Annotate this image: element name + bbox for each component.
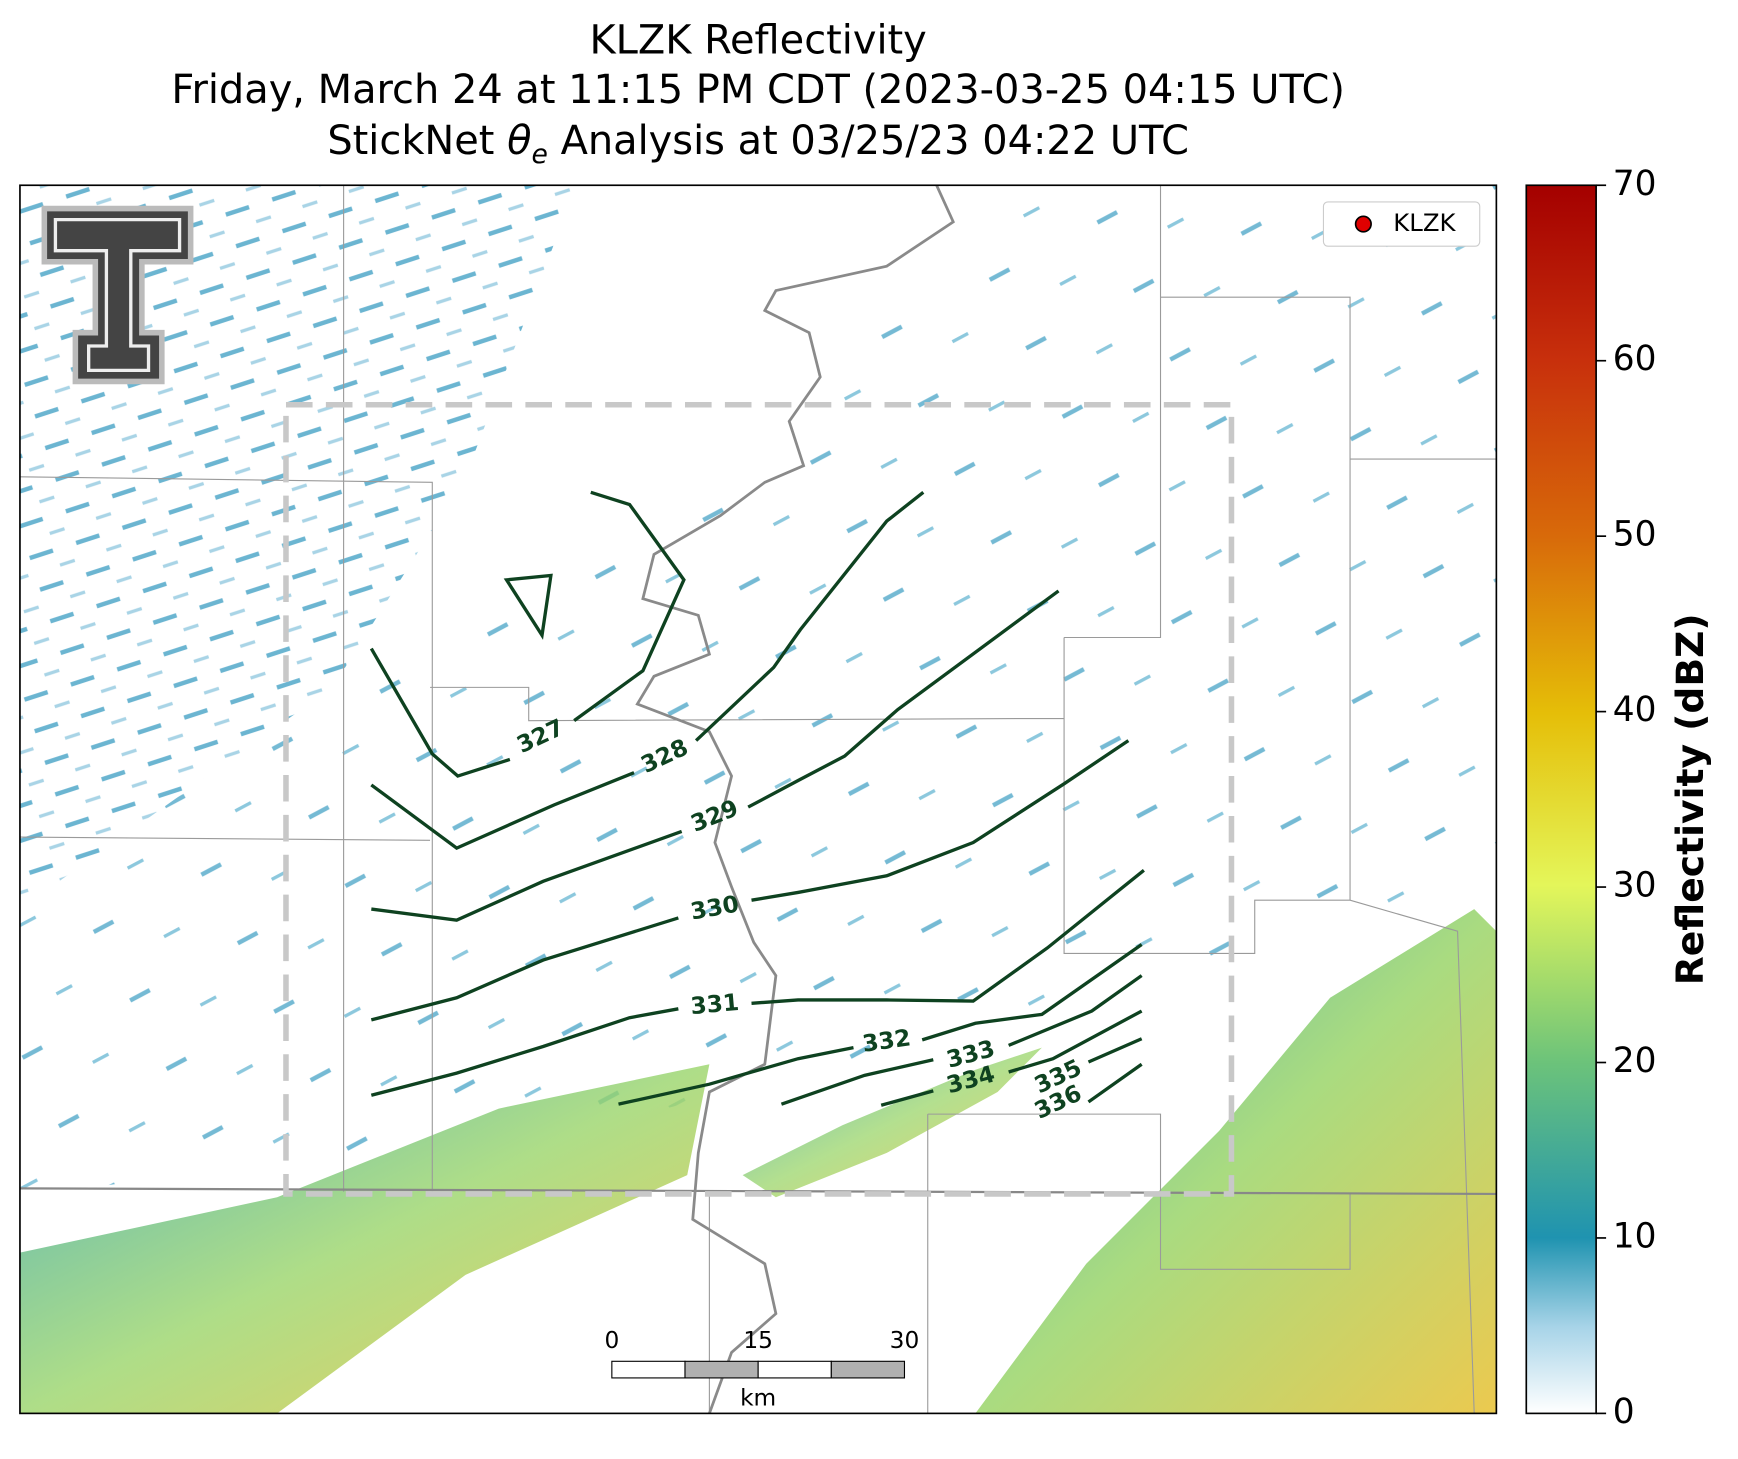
legend: KLZK — [1322, 201, 1481, 247]
colorbar-tick-label: 10 — [1613, 1216, 1657, 1256]
theta-subscript: e — [532, 139, 548, 170]
title-line: StickNet θe Analysis at 03/25/23 04:22 U… — [327, 118, 1189, 170]
radar-echo — [975, 909, 1497, 1414]
theta-symbol: θ — [507, 118, 531, 164]
scale-tick-label: 0 — [604, 1327, 619, 1354]
contour-label: 332 — [861, 1024, 913, 1057]
colorbar-label: Reflectivity (dBZ) — [1668, 613, 1712, 985]
map-frame — [19, 184, 1498, 1415]
titles: KLZK Reflectivity Friday, March 24 at 11… — [171, 17, 1345, 170]
radar-echo — [19, 1064, 710, 1414]
title-line: KLZK Reflectivity — [590, 17, 927, 63]
scale-unit: km — [740, 1385, 776, 1412]
scale-bar: 0 15 30 km — [604, 1327, 919, 1412]
scale-segment — [611, 1360, 686, 1379]
scale-tick-label: 30 — [890, 1327, 920, 1354]
radar-echo — [742, 1047, 1042, 1198]
radar-echo — [19, 185, 1497, 1198]
analysis-domain — [283, 401, 1235, 1197]
map: 327 328 329 330 331 332 333 334 335 336 … — [19, 185, 1497, 1414]
scale-segment — [757, 1360, 832, 1379]
legend-label: KLZK — [1393, 208, 1456, 237]
scale-segment — [830, 1360, 906, 1379]
colorbar-tick-label: 30 — [1613, 866, 1657, 906]
scale-tick-label: 15 — [743, 1327, 773, 1354]
contour-label: 331 — [689, 989, 740, 1020]
legend-marker — [1354, 215, 1372, 233]
title-text: Analysis at 03/25/23 04:22 UTC — [548, 118, 1189, 164]
colorbar-tick-label: 70 — [1613, 164, 1657, 204]
colorbar-tick-label: 50 — [1613, 515, 1657, 555]
scale-segment — [684, 1360, 759, 1379]
legend-box — [1322, 201, 1481, 247]
colorbar-tick-label: 60 — [1613, 339, 1657, 379]
colorbar-tick-label: 20 — [1613, 1041, 1657, 1081]
colorbar: Reflectivity (dBZ) 0 10 20 30 40 50 60 70 — [1525, 164, 1712, 1432]
title-line: Friday, March 24 at 11:15 PM CDT (2023-0… — [171, 67, 1345, 113]
title-text: StickNet — [327, 118, 507, 164]
colorbar-tick-label: 0 — [1613, 1392, 1635, 1432]
colorbar-fill — [1525, 184, 1597, 1415]
colorbar-tick-label: 40 — [1613, 690, 1657, 730]
logo — [41, 205, 194, 385]
